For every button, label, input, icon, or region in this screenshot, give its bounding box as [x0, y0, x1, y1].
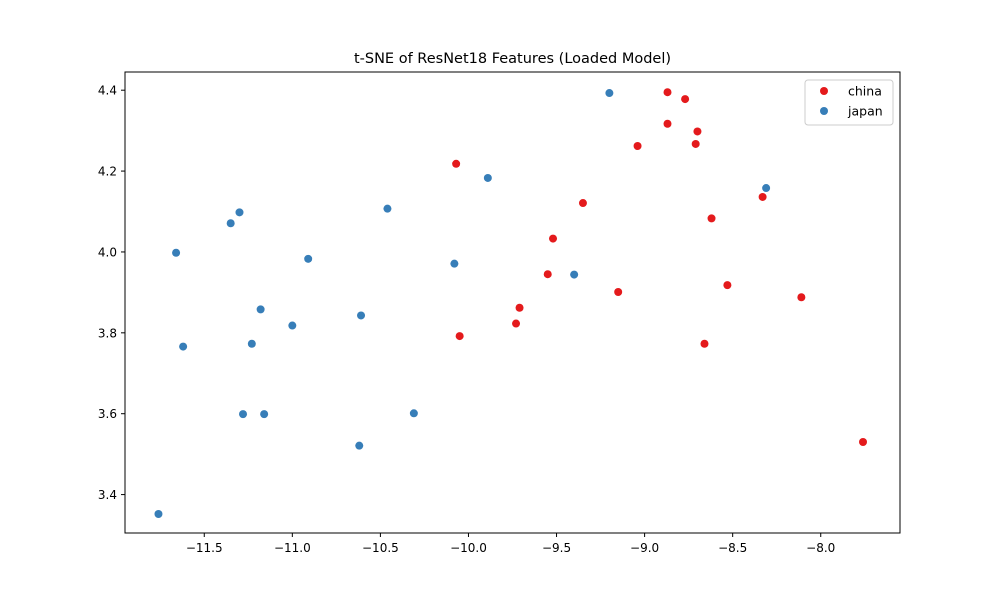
y-axis: 3.4 3.6 3.8 4.0 4.2 4.4: [98, 84, 125, 502]
china-point: [663, 88, 672, 97]
china-point: [693, 127, 702, 136]
japan-point: [179, 342, 188, 351]
china-point: [455, 332, 464, 341]
plot-frame: [124, 71, 901, 534]
japan-point: [450, 259, 459, 268]
china-point: [549, 234, 558, 243]
japan-point: [570, 270, 579, 279]
china-point: [723, 281, 732, 290]
x-tick-label: −8.0: [806, 541, 835, 555]
china-point: [614, 287, 623, 296]
china-point: [681, 95, 690, 104]
japan-point: [483, 173, 492, 182]
china-point: [691, 139, 700, 148]
china-point: [515, 303, 524, 312]
china-point: [543, 270, 552, 279]
legend: china japan: [804, 79, 894, 126]
x-tick-label: −10.0: [450, 541, 487, 555]
japan-point: [239, 410, 248, 419]
japan-point: [235, 208, 244, 217]
japan-point: [256, 305, 265, 314]
china-point: [633, 142, 642, 151]
china-point: [797, 293, 806, 302]
y-tick-label: 3.4: [98, 488, 117, 502]
legend-marker-japan: [820, 107, 828, 115]
japan-point: [304, 254, 313, 263]
y-tick-label: 3.8: [98, 326, 117, 340]
y-tick-label: 4.4: [98, 84, 117, 98]
china-point: [859, 438, 868, 447]
japan-point: [172, 248, 181, 257]
japan-point: [762, 184, 771, 193]
chart-title: t-SNE of ResNet18 Features (Loaded Model…: [354, 51, 671, 67]
x-tick-label: −11.5: [186, 541, 223, 555]
y-tick-label: 4.2: [98, 165, 117, 179]
china-point: [578, 199, 587, 208]
legend-label-japan: japan: [847, 104, 883, 119]
china-point: [663, 119, 672, 128]
x-tick-label: −8.5: [718, 541, 747, 555]
japan-point: [247, 339, 256, 348]
x-tick-label: −9.5: [542, 541, 571, 555]
japan-point: [409, 409, 418, 418]
points-layer: [154, 88, 868, 518]
y-tick-label: 3.6: [98, 407, 117, 421]
legend-label-china: china: [848, 84, 882, 99]
x-tick-label: −9.0: [630, 541, 659, 555]
x-axis: −11.5 −11.0 −10.5 −10.0 −9.5 −9.0 −8.5 −8.0: [186, 533, 835, 555]
legend-marker-china: [820, 87, 828, 95]
japan-point: [605, 89, 614, 98]
japan-point: [355, 441, 364, 450]
japan-point: [226, 219, 235, 228]
china-point: [452, 159, 461, 168]
china-point: [758, 192, 767, 201]
japan-point: [288, 321, 297, 330]
china-point: [707, 214, 716, 223]
x-tick-label: −11.0: [274, 541, 311, 555]
x-tick-label: −10.5: [362, 541, 399, 555]
japan-point: [357, 311, 366, 320]
y-tick-label: 4.0: [98, 245, 117, 259]
japan-point: [154, 509, 163, 518]
japan-point: [383, 204, 392, 213]
japan-point: [260, 410, 269, 419]
china-point: [512, 319, 521, 328]
china-point: [700, 339, 709, 348]
